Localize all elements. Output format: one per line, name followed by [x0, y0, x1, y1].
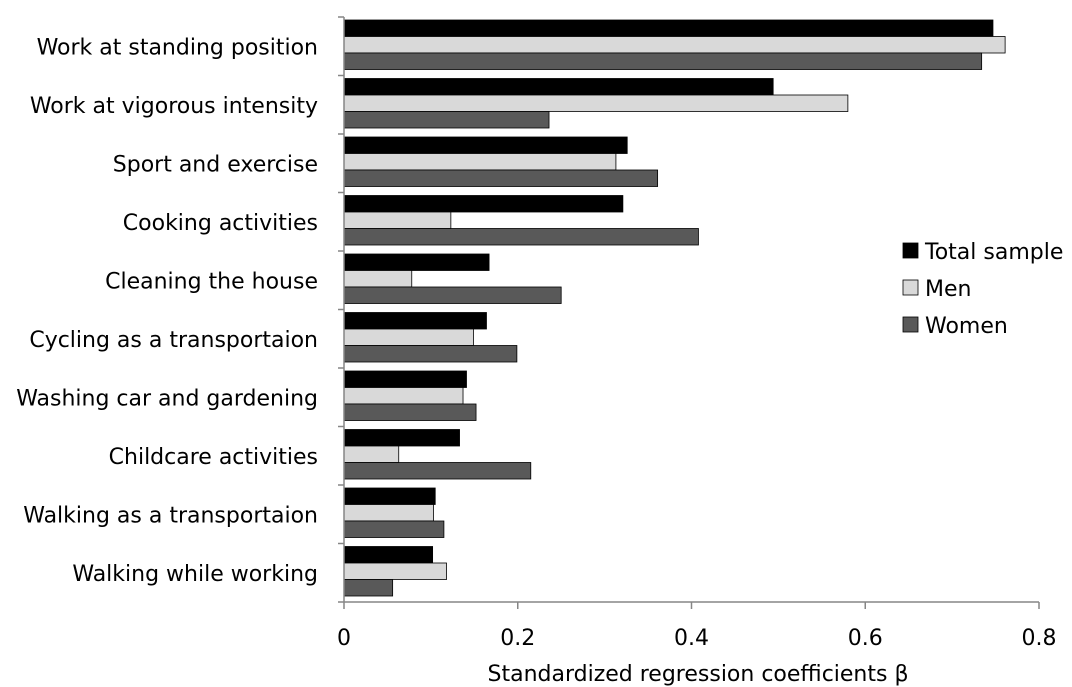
- bar-men-walking-while-working: [343, 562, 447, 580]
- category-label-walking-while-working: Walking while working: [72, 562, 318, 587]
- bar-men-childcare-activities: [343, 445, 400, 463]
- bar-women-washing-car-and-gardening: [343, 403, 477, 421]
- legend-label-total-sample: Total sample: [924, 240, 1063, 265]
- x-tick-label: 0.2: [500, 626, 535, 651]
- legend-swatch-men: [902, 279, 919, 296]
- bar-total-sample-cleaning-the-house: [343, 253, 490, 271]
- bar-men-sport-and-exercise: [343, 153, 617, 171]
- bars-layer: [343, 19, 1006, 597]
- x-tick-label: 0.6: [848, 626, 883, 651]
- bar-total-sample-walking-while-working: [343, 546, 434, 564]
- bar-total-sample-work-at-vigorous-intensity: [343, 78, 774, 96]
- category-label-sport-and-exercise: Sport and exercise: [113, 152, 318, 177]
- bar-men-cycling-as-a-transportaion: [343, 328, 474, 346]
- bar-women-cycling-as-a-transportaion: [343, 345, 518, 363]
- bar-women-sport-and-exercise: [343, 169, 659, 187]
- category-label-work-at-vigorous-intensity: Work at vigorous intensity: [30, 94, 318, 119]
- legend-swatch-total-sample: [902, 242, 919, 259]
- bar-women-walking-while-working: [343, 579, 394, 597]
- bar-total-sample-childcare-activities: [343, 429, 460, 447]
- bar-total-sample-cooking-activities: [343, 195, 624, 213]
- bar-women-walking-as-a-transportaion: [343, 520, 445, 538]
- bar-total-sample-walking-as-a-transportaion: [343, 487, 436, 505]
- category-labels-layer: Work at standing position Work at vigorou…: [16, 35, 318, 587]
- bar-total-sample-sport-and-exercise: [343, 136, 628, 154]
- x-tick-label: 0: [337, 626, 351, 651]
- x-ticks-layer: 0 0.2 0.4 0.6 0.8: [337, 602, 1057, 651]
- category-label-washing-car-and-gardening: Washing car and gardening: [16, 386, 318, 411]
- y-ticks-layer: [338, 16, 344, 603]
- category-label-cooking-activities: Cooking activities: [123, 211, 318, 236]
- bar-total-sample-cycling-as-a-transportaion: [343, 312, 487, 330]
- bar-men-cleaning-the-house: [343, 270, 413, 288]
- category-label-childcare-activities: Childcare activities: [109, 445, 318, 470]
- bar-men-washing-car-and-gardening: [343, 387, 464, 405]
- category-label-walking-as-a-transportaion: Walking as a transportaion: [23, 503, 318, 528]
- bar-men-cooking-activities: [343, 211, 452, 229]
- bar-men-work-at-standing-position: [343, 36, 1006, 54]
- category-label-cycling-as-a-transportaion: Cycling as a transportaion: [29, 328, 318, 353]
- category-label-work-at-standing-position: Work at standing position: [37, 35, 318, 60]
- bar-women-cooking-activities: [343, 228, 699, 246]
- bar-women-work-at-standing-position: [343, 52, 983, 70]
- category-label-cleaning-the-house: Cleaning the house: [105, 269, 318, 294]
- bar-total-sample-work-at-standing-position: [343, 19, 994, 37]
- bar-total-sample-washing-car-and-gardening: [343, 370, 467, 388]
- bar-men-work-at-vigorous-intensity: [343, 94, 849, 112]
- bar-women-work-at-vigorous-intensity: [343, 111, 550, 129]
- bar-women-cleaning-the-house: [343, 286, 562, 304]
- bar-women-childcare-activities: [343, 462, 532, 480]
- legend-swatch-women: [902, 316, 919, 333]
- legend-label-men: Men: [925, 277, 971, 302]
- x-tick-label: 0.4: [674, 626, 709, 651]
- legend-label-women: Women: [925, 314, 1008, 339]
- bar-men-walking-as-a-transportaion: [343, 504, 434, 522]
- x-tick-label: 0.8: [1022, 626, 1057, 651]
- x-axis-title: Standardized regression coefficients β: [488, 662, 909, 687]
- legend: Total sample Men Women: [902, 240, 1063, 339]
